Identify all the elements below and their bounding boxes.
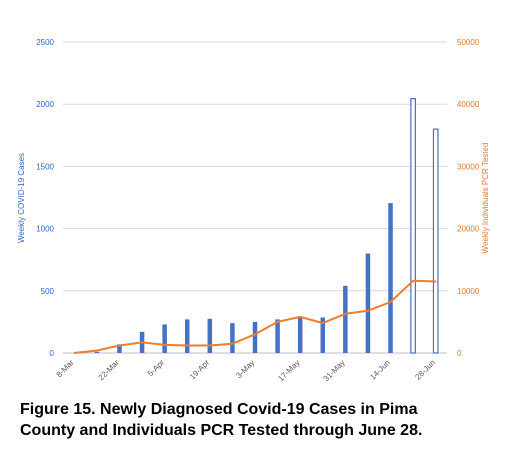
x-tick-label: 31-May <box>322 358 347 383</box>
x-tick-label: 3-May <box>234 358 256 380</box>
y-tick-label-right: 0 <box>457 349 462 358</box>
figure-caption: Figure 15. Newly Diagnosed Covid-19 Case… <box>20 399 490 441</box>
bar <box>252 321 258 353</box>
x-tick-label: 8-Mar <box>55 358 76 379</box>
bar <box>94 351 100 353</box>
bar-series <box>94 98 439 354</box>
bar <box>365 253 371 353</box>
line-series <box>73 279 437 354</box>
bar <box>275 319 280 353</box>
caption-line-2: County and Individuals PCR Tested throug… <box>20 422 423 439</box>
line-point <box>186 344 189 347</box>
y-tick-label-left: 2000 <box>36 100 54 109</box>
line-point <box>344 313 347 315</box>
y-tick-label-right: 20000 <box>457 225 480 234</box>
bar <box>207 318 213 353</box>
line-point <box>163 344 166 346</box>
line-point <box>389 301 392 303</box>
y-tick-label-left: 0 <box>50 349 55 358</box>
bar <box>184 319 190 353</box>
bar <box>432 128 439 354</box>
line-point <box>299 316 301 318</box>
x-tick-label: 28-Jun <box>413 358 437 382</box>
line-point <box>367 309 369 312</box>
line-point <box>276 321 279 323</box>
x-tick-label: 19-Apr <box>188 358 212 382</box>
y-tick-label-left: 1500 <box>36 162 54 171</box>
line-point <box>141 341 143 344</box>
bar <box>320 317 326 353</box>
line-point <box>118 344 121 347</box>
line-point <box>412 280 414 282</box>
bar <box>230 323 235 353</box>
y-tick-label-left: 2500 <box>36 38 54 47</box>
x-tick-label: 22-Mar <box>97 358 122 383</box>
y-tick-label-left: 500 <box>41 287 55 296</box>
y-axis-label-right: Weekly Individuals PCR Tested <box>481 143 490 254</box>
bar <box>343 285 348 353</box>
y-tick-label-left: 1000 <box>36 225 54 234</box>
caption-line-1: Figure 15. Newly Diagnosed Covid-19 Case… <box>20 401 418 418</box>
bar <box>388 203 393 353</box>
y-tick-label-right: 40000 <box>457 100 480 109</box>
x-tick-label: 5-Apr <box>146 358 166 378</box>
chart: 0 500 1000 1500 2000 2500 0 10000 20000 30000 4000… <box>17 38 490 383</box>
y-tick-label-right: 50000 <box>457 38 480 47</box>
gridlines <box>63 41 447 354</box>
line-point <box>254 333 256 336</box>
bar <box>162 324 167 353</box>
line-point <box>434 280 437 283</box>
bar <box>410 98 416 354</box>
line-point <box>209 344 211 347</box>
bar <box>117 344 122 353</box>
y-tick-label-right: 30000 <box>457 162 480 171</box>
x-tick-label: 14-Jun <box>368 358 392 382</box>
line-point <box>96 349 98 352</box>
line-point <box>321 322 324 324</box>
x-tick-label: 17-May <box>276 358 301 383</box>
y-tick-label-right: 10000 <box>457 287 480 296</box>
y-axis-label-left: Weekly COVID-19 Cases <box>17 153 26 243</box>
bar <box>297 316 303 353</box>
line-point <box>73 352 76 354</box>
line-point <box>231 342 234 345</box>
